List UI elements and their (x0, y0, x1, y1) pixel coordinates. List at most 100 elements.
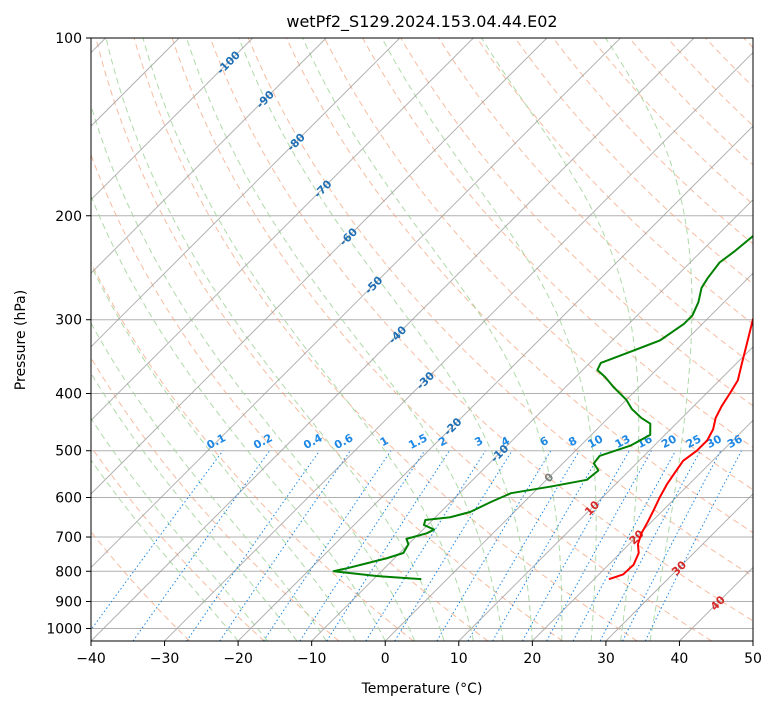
moist-adiabat (91, 372, 298, 641)
dry-adiabat (247, 38, 753, 577)
mixing-ratio-labels: 0.1 0.2 0.4 0.6 1 1.5 2 3 4 6 8 10 13 16 20 25 30 36 (205, 431, 745, 452)
mixing-ratio-line (299, 450, 426, 641)
sounding-profiles (332, 234, 753, 581)
mixing-ratio-line (132, 450, 271, 641)
isotherm (605, 493, 753, 641)
isotherm (311, 198, 753, 641)
mixing-ratio-label: 0.4 (301, 431, 325, 452)
moist-adiabat (238, 38, 533, 641)
isotherm (679, 566, 753, 641)
mixing-ratio-lines (91, 450, 742, 641)
mixing-ratio-line (644, 450, 742, 641)
mixing-ratio-line (394, 450, 513, 641)
y-tick-label: 400 (55, 387, 82, 403)
y-tick-label: 600 (55, 490, 82, 506)
mixing-ratio-label: 16 (635, 432, 655, 451)
dry-adiabat (91, 356, 340, 641)
mixing-ratio-label: 20 (659, 432, 679, 451)
mixing-ratio-line (436, 450, 552, 641)
y-tick-label: 300 (55, 313, 82, 329)
dry-adiabat (91, 261, 414, 641)
isotherm (237, 125, 753, 641)
y-tick-label: 700 (55, 530, 82, 546)
mixing-ratio-label: 0.2 (251, 431, 274, 452)
y-tick-label: 500 (55, 444, 82, 460)
mixing-ratio-line (91, 450, 224, 631)
x-tick-label: −40 (76, 651, 106, 667)
isotherm (164, 51, 753, 641)
mixing-ratio-line (622, 450, 722, 641)
y-tick-label: 100 (55, 31, 82, 47)
mixing-ratio-label: 10 (586, 432, 606, 451)
moist-adiabat (302, 38, 563, 641)
mixing-ratio-line (492, 450, 603, 641)
x-tick-label: 40 (671, 651, 689, 667)
y-axis-title: Pressure (hPa) (13, 290, 29, 390)
dry-adiabats (91, 38, 753, 641)
mixing-ratio-label: 36 (725, 432, 745, 451)
isotherm (91, 38, 548, 495)
moist-adiabat (91, 103, 416, 641)
moist-adiabat (605, 38, 693, 641)
x-tick-label: 50 (744, 651, 762, 667)
x-tick-label: 10 (450, 651, 468, 667)
mixing-ratio-line (572, 450, 677, 641)
isotherms (91, 38, 753, 641)
mixing-ratio-line (599, 450, 701, 641)
mixing-ratio-label: 0.6 (332, 431, 356, 452)
isotherm (91, 38, 621, 569)
moist-adiabat (91, 264, 357, 641)
mixing-ratio-line (186, 450, 320, 641)
mixing-ratio-label: 3 (472, 434, 485, 449)
mixing-ratio-label: 1 (378, 434, 391, 449)
mixing-ratio-line (219, 450, 351, 641)
moist-adiabat (142, 38, 474, 641)
dry-adiabat (667, 38, 753, 127)
isotherm (91, 38, 695, 641)
x-tick-label: −30 (150, 651, 180, 667)
y-axis: 100 200 300 400 500 600 700 800 900 1000 (46, 31, 91, 637)
pressure-gridlines (91, 38, 753, 629)
mixing-ratio-line (365, 450, 486, 641)
plot-frame (90, 37, 754, 642)
moist-adiabat (481, 38, 640, 641)
mixing-ratio-line (263, 450, 392, 641)
isotherm (91, 38, 254, 201)
x-tick-label: 0 (381, 651, 390, 667)
dry-adiabat (209, 38, 753, 622)
x-tick-label: 30 (597, 651, 615, 667)
dewpoint-profile (332, 234, 753, 581)
y-tick-label: 1000 (46, 621, 82, 637)
dry-adiabat (171, 38, 713, 641)
dry-adiabat (285, 38, 753, 534)
mixing-ratio-label: 8 (566, 434, 579, 449)
mixing-ratio-line (546, 450, 652, 641)
mixing-ratio-line (326, 450, 450, 641)
moist-adiabat (381, 38, 597, 641)
dry-adiabat (552, 38, 753, 245)
mixing-ratio-label: 1.5 (406, 431, 429, 452)
mixing-ratio-line (467, 450, 580, 641)
y-tick-label: 800 (55, 564, 82, 580)
dry-adiabat (705, 38, 753, 88)
dry-adiabat (133, 38, 638, 641)
isotherm (91, 38, 474, 422)
mixing-ratio-label: 6 (538, 434, 551, 449)
dry-adiabat (324, 38, 753, 491)
y-tick-label: 900 (55, 594, 82, 610)
dry-adiabat (95, 38, 563, 641)
isotherm (458, 346, 753, 641)
isotherm (91, 38, 327, 274)
isotherm (752, 640, 753, 641)
temperature-profile (608, 317, 753, 581)
mixing-ratio-label: 25 (684, 432, 704, 451)
dry-adiabat (91, 445, 265, 641)
moist-adiabat (91, 417, 268, 641)
isotherm (384, 272, 753, 641)
moist-adiabat (91, 459, 239, 641)
chart-title: wetPf2_S129.2024.153.04.44.E02 (286, 12, 557, 32)
moist-adiabat (186, 38, 504, 641)
